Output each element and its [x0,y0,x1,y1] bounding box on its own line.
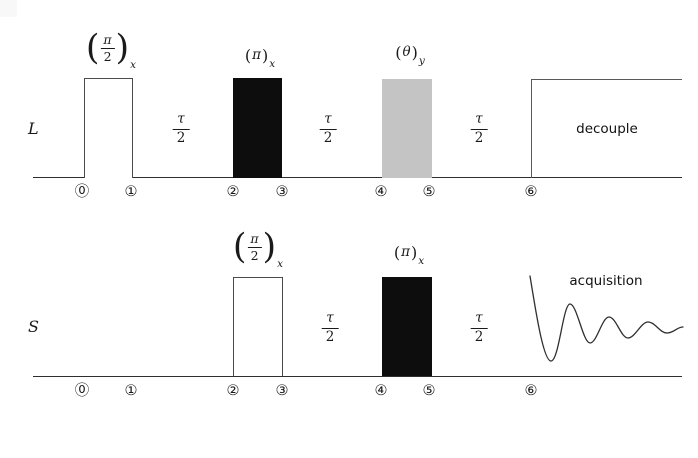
fid-curve [529,275,684,362]
open-paren: ( [232,227,247,267]
delay-denominator: 2 [172,128,190,147]
fraction-numerator: π [103,32,112,48]
pulse-180-L-label: ( π ) x [244,46,275,69]
decouple-box: decouple [531,79,682,178]
pulse-90-L [84,78,133,178]
marker-S-0: ⓪ [74,383,90,399]
delay-tau-half-L2: τ 2 [319,111,337,147]
marker-L-2: ② [226,184,240,200]
delay-numerator: τ [475,310,483,326]
pulse-theta-L-label: ( θ ) y [395,43,425,66]
channel-label-S: S [28,317,39,336]
phase-subscript: x [130,58,137,71]
theta-symbol: θ [402,44,411,61]
fraction-denominator: 2 [247,247,262,263]
phase-subscript: x [269,57,276,70]
pulse-90-S [233,277,283,376]
marker-S-6: ⑥ [524,383,538,399]
marker-S-1: ① [124,383,138,399]
marker-S-5: ⑤ [422,383,436,399]
delay-tau-half-L3: τ 2 [470,111,488,147]
close-paren: ) [410,243,418,262]
pi-symbol: π [401,244,410,261]
marker-L-5: ⑤ [422,184,436,200]
open-paren: ( [244,46,252,65]
close-paren: ) [262,227,277,267]
acquisition-label: acquisition [569,273,643,289]
close-paren: ) [411,43,418,62]
delay-denominator: 2 [321,327,339,346]
delay-numerator: τ [326,310,334,326]
close-paren: ) [261,46,269,65]
phase-subscript: x [277,257,284,270]
timeline-L [33,177,682,179]
pulse-180-S [382,277,432,376]
decouple-label: decouple [576,121,638,137]
delay-tau-half-S1: τ 2 [321,310,339,346]
marker-L-3: ③ [275,184,289,200]
close-paren: ) [115,28,130,68]
marker-S-4: ④ [374,383,388,399]
delay-numerator: τ [475,111,483,127]
delay-tau-half-S2: τ 2 [470,310,488,346]
delay-denominator: 2 [470,128,488,147]
delay-numerator: τ [324,111,332,127]
pulse-180-S-label: ( π ) x [393,243,424,266]
marker-S-3: ③ [275,383,289,399]
delay-denominator: 2 [319,128,337,147]
open-paren: ( [395,43,402,62]
open-paren: ( [85,28,100,68]
marker-S-2: ② [226,383,240,399]
timeline-S [33,376,682,378]
phase-subscript: x [418,254,425,267]
channel-label-L: L [28,119,39,138]
delay-denominator: 2 [470,327,488,346]
pulse-90-S-label: ( π 2 ) x [232,227,283,268]
fraction-numerator: π [250,231,259,247]
pi-over-2-fraction: π 2 [247,231,262,263]
pulse-180-L [233,78,282,178]
pulse-90-L-label: ( π 2 ) x [85,28,136,69]
phase-subscript: y [418,54,425,67]
marker-L-1: ① [124,184,138,200]
corner-artifact [0,0,17,17]
open-paren: ( [393,243,401,262]
pulse-theta-L [382,79,432,178]
marker-L-6: ⑥ [524,184,538,200]
delay-tau-half-L1: τ 2 [172,111,190,147]
marker-L-4: ④ [374,184,388,200]
delay-numerator: τ [177,111,185,127]
pi-over-2-fraction: π 2 [100,32,115,64]
marker-L-0: ⓪ [74,184,90,200]
fraction-denominator: 2 [100,48,115,64]
pi-symbol: π [252,47,261,64]
